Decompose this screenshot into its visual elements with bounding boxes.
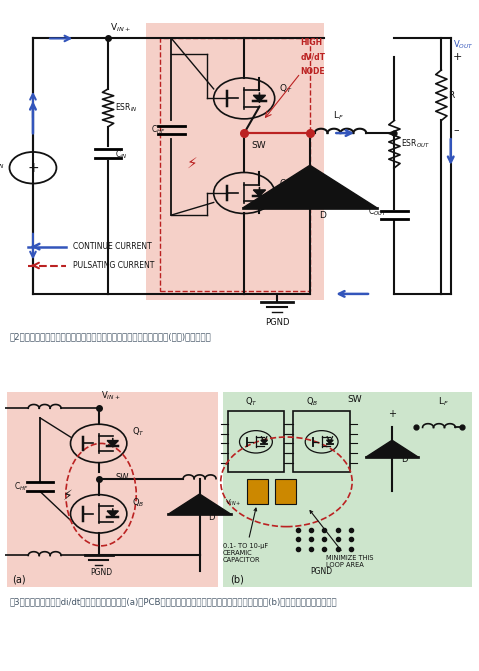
Text: CONTINUE CURRENT: CONTINUE CURRENT bbox=[73, 242, 152, 251]
Bar bbox=[228, 411, 284, 472]
Text: (b): (b) bbox=[230, 575, 244, 585]
Text: D: D bbox=[401, 455, 408, 464]
Text: C$_{HF}$: C$_{HF}$ bbox=[151, 123, 166, 136]
Text: –: – bbox=[453, 125, 459, 135]
Text: +: + bbox=[388, 409, 396, 419]
Polygon shape bbox=[327, 440, 333, 444]
Text: +: + bbox=[453, 52, 462, 62]
Text: (a): (a) bbox=[12, 575, 25, 585]
Bar bbox=[7, 393, 218, 587]
Text: V$_{IN+}$: V$_{IN+}$ bbox=[226, 497, 242, 508]
Polygon shape bbox=[243, 165, 377, 208]
Text: 图2，实线表示一个同步降压转换器中的连续电流路径；虚线表示脉冲(开关)电流路径。: 图2，实线表示一个同步降压转换器中的连续电流路径；虚线表示脉冲(开关)电流路径。 bbox=[10, 332, 211, 341]
Text: C$_{HF}$: C$_{HF}$ bbox=[14, 480, 29, 493]
Text: +: + bbox=[27, 161, 39, 174]
Text: HIGH: HIGH bbox=[300, 38, 323, 48]
Text: NODE: NODE bbox=[300, 67, 325, 76]
Bar bbox=[146, 23, 324, 300]
Text: V$_{IN+}$: V$_{IN+}$ bbox=[110, 21, 131, 34]
Text: ESR$_{IN}$: ESR$_{IN}$ bbox=[115, 101, 137, 114]
Text: MINIMIZE THIS
LOOP AREA: MINIMIZE THIS LOOP AREA bbox=[310, 511, 374, 568]
Text: Q$_T$: Q$_T$ bbox=[132, 426, 144, 438]
Text: PULSATING CURRENT: PULSATING CURRENT bbox=[73, 261, 154, 270]
Bar bbox=[223, 393, 472, 587]
Text: Q$_B$: Q$_B$ bbox=[279, 177, 293, 190]
Polygon shape bbox=[253, 95, 265, 101]
Text: D: D bbox=[208, 513, 215, 521]
Bar bbox=[294, 411, 350, 472]
Text: Q$_T$: Q$_T$ bbox=[245, 395, 258, 408]
Text: PGND: PGND bbox=[265, 319, 289, 327]
Text: V$_{IN}$: V$_{IN}$ bbox=[0, 158, 5, 171]
Polygon shape bbox=[168, 494, 231, 515]
Text: V$_{IN+}$: V$_{IN+}$ bbox=[101, 389, 121, 402]
Text: C$_{OUT}$: C$_{OUT}$ bbox=[368, 205, 388, 218]
Polygon shape bbox=[366, 440, 418, 457]
Text: 图3，降压转换器的高di/dt回路区中的寄生电感(a)在PCB走线上生成大电压振铃与尖刺，建议的布局方法(b)尽量减小了热回路面积。: 图3，降压转换器的高di/dt回路区中的寄生电感(a)在PCB走线上生成大电压振… bbox=[10, 597, 337, 606]
Text: D: D bbox=[319, 211, 326, 219]
Text: ⚡: ⚡ bbox=[187, 156, 198, 170]
Polygon shape bbox=[261, 440, 267, 444]
Text: ESR$_{OUT}$: ESR$_{OUT}$ bbox=[401, 138, 430, 150]
Text: Q$_B$: Q$_B$ bbox=[306, 395, 319, 408]
Text: 0.1- TO 10-µF
CERAMIC
CAPACITOR: 0.1- TO 10-µF CERAMIC CAPACITOR bbox=[223, 508, 268, 562]
Polygon shape bbox=[107, 441, 118, 446]
Text: V$_{OUT}$: V$_{OUT}$ bbox=[453, 38, 474, 51]
Text: dV/dT: dV/dT bbox=[300, 52, 326, 62]
Text: R: R bbox=[448, 91, 455, 100]
Polygon shape bbox=[253, 190, 265, 196]
Polygon shape bbox=[107, 511, 118, 517]
Bar bbox=[274, 478, 296, 504]
Text: Q$_T$: Q$_T$ bbox=[279, 83, 293, 95]
Text: ⚡: ⚡ bbox=[63, 489, 73, 503]
Bar bbox=[247, 478, 268, 504]
Text: PGND: PGND bbox=[310, 566, 333, 576]
Text: L$_F$: L$_F$ bbox=[438, 395, 449, 408]
Bar bbox=[160, 38, 310, 291]
Text: PGND: PGND bbox=[90, 568, 112, 577]
Text: SW: SW bbox=[251, 141, 266, 150]
Text: SW: SW bbox=[115, 472, 128, 482]
Text: Q$_B$: Q$_B$ bbox=[132, 497, 144, 509]
Text: SW: SW bbox=[347, 395, 362, 405]
Text: L$_F$: L$_F$ bbox=[332, 109, 343, 122]
Text: C$_{IN}$: C$_{IN}$ bbox=[115, 149, 128, 162]
